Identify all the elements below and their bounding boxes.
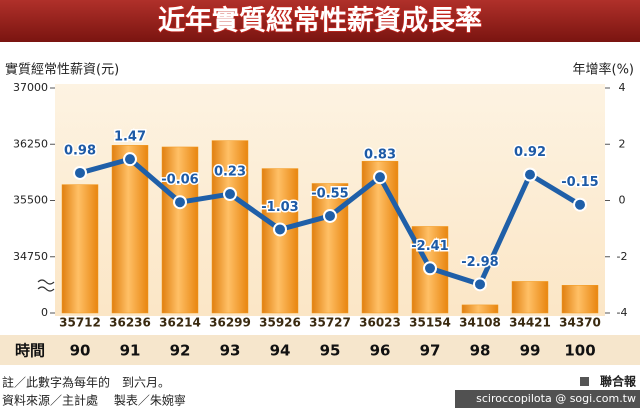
y2-tick-label: 0 <box>619 194 626 207</box>
x-tick-label: 94 <box>270 342 291 360</box>
point <box>273 222 287 237</box>
y-tick-label: 35500 <box>13 194 48 207</box>
point <box>73 165 87 180</box>
note: 資料來源／主計處 製表／朱婉寧 <box>2 393 186 408</box>
y2-tick-label: 4 <box>619 81 626 94</box>
point-label: 0.98 <box>64 143 96 158</box>
bar <box>161 146 199 314</box>
x-tick-label: 98 <box>470 342 491 360</box>
point <box>523 167 537 182</box>
bar-value-label: 35727 <box>309 316 351 330</box>
point-label: 0.83 <box>364 148 396 163</box>
x-tick-label: 100 <box>564 342 595 360</box>
bar <box>261 168 299 314</box>
bar-value-label: 35154 <box>409 316 451 330</box>
brand-mark <box>580 377 589 386</box>
x-tick-label: 95 <box>320 342 341 360</box>
x-tick-label: 91 <box>120 342 141 360</box>
y-tick-label: 37000 <box>13 81 48 94</box>
brand: 聯合報 <box>600 374 637 389</box>
bar-value-label: 34370 <box>559 316 601 330</box>
bar-value-label: 34108 <box>459 316 501 330</box>
bar <box>311 183 349 314</box>
point-label: -2.41 <box>411 239 448 254</box>
point <box>323 208 337 223</box>
axis-break <box>37 279 55 292</box>
point <box>473 277 487 292</box>
x-tick-label: 97 <box>420 342 441 360</box>
bar <box>511 281 549 314</box>
watermark: sciroccopilota @ sogi.com.tw <box>476 392 636 405</box>
bar-value-label: 35926 <box>259 316 301 330</box>
bar-value-label: 34421 <box>509 316 551 330</box>
x-tick-label: 96 <box>370 342 391 360</box>
bar-value-label: 36023 <box>359 316 401 330</box>
point-label: -0.55 <box>311 186 348 201</box>
bar <box>211 140 249 314</box>
x-tick-label: 90 <box>70 342 91 360</box>
y2-tick-label: 2 <box>619 137 626 150</box>
point <box>223 187 237 202</box>
y-axis-label: 實質經常性薪資(元) <box>5 62 119 78</box>
x-tick-label: 92 <box>170 342 191 360</box>
y-tick-label: 0 <box>41 306 48 319</box>
watermark-band <box>455 390 640 408</box>
chart-title: 近年實質經常性薪資成長率 <box>158 5 482 37</box>
y2-axis-label: 年增率(%) <box>573 62 635 78</box>
x-tick-label: 93 <box>220 342 241 360</box>
y-tick-label: 36250 <box>13 137 48 150</box>
point-label: 0.23 <box>214 165 246 180</box>
point-label: -0.15 <box>561 175 598 190</box>
point-label: 0.92 <box>514 145 546 160</box>
point <box>123 152 137 167</box>
bar <box>561 285 599 314</box>
point <box>173 195 187 210</box>
time-row <box>0 335 640 365</box>
bar <box>61 184 99 314</box>
bar-value-label: 36299 <box>209 316 251 330</box>
bar-value-label: 36236 <box>109 316 151 330</box>
x-tick-label: 99 <box>520 342 541 360</box>
bar <box>461 304 499 314</box>
point <box>573 197 587 212</box>
bar-value-label: 35712 <box>59 316 101 330</box>
bar <box>111 145 149 314</box>
bar-value-label: 36214 <box>159 316 201 330</box>
point <box>373 170 387 185</box>
x-axis-label: 時間 <box>15 342 45 360</box>
point-label: 1.47 <box>114 130 146 145</box>
y-tick-label: 34750 <box>13 250 48 263</box>
y2-tick-label: -2 <box>617 250 628 263</box>
point-label: -0.06 <box>161 173 198 188</box>
title-band <box>0 0 640 42</box>
point <box>423 261 437 276</box>
note: 註／此數字為每年的 到六月。 <box>2 375 170 390</box>
point-label: -1.03 <box>261 200 298 215</box>
y2-tick-label: -4 <box>617 306 628 319</box>
point-label: -2.98 <box>461 255 498 270</box>
